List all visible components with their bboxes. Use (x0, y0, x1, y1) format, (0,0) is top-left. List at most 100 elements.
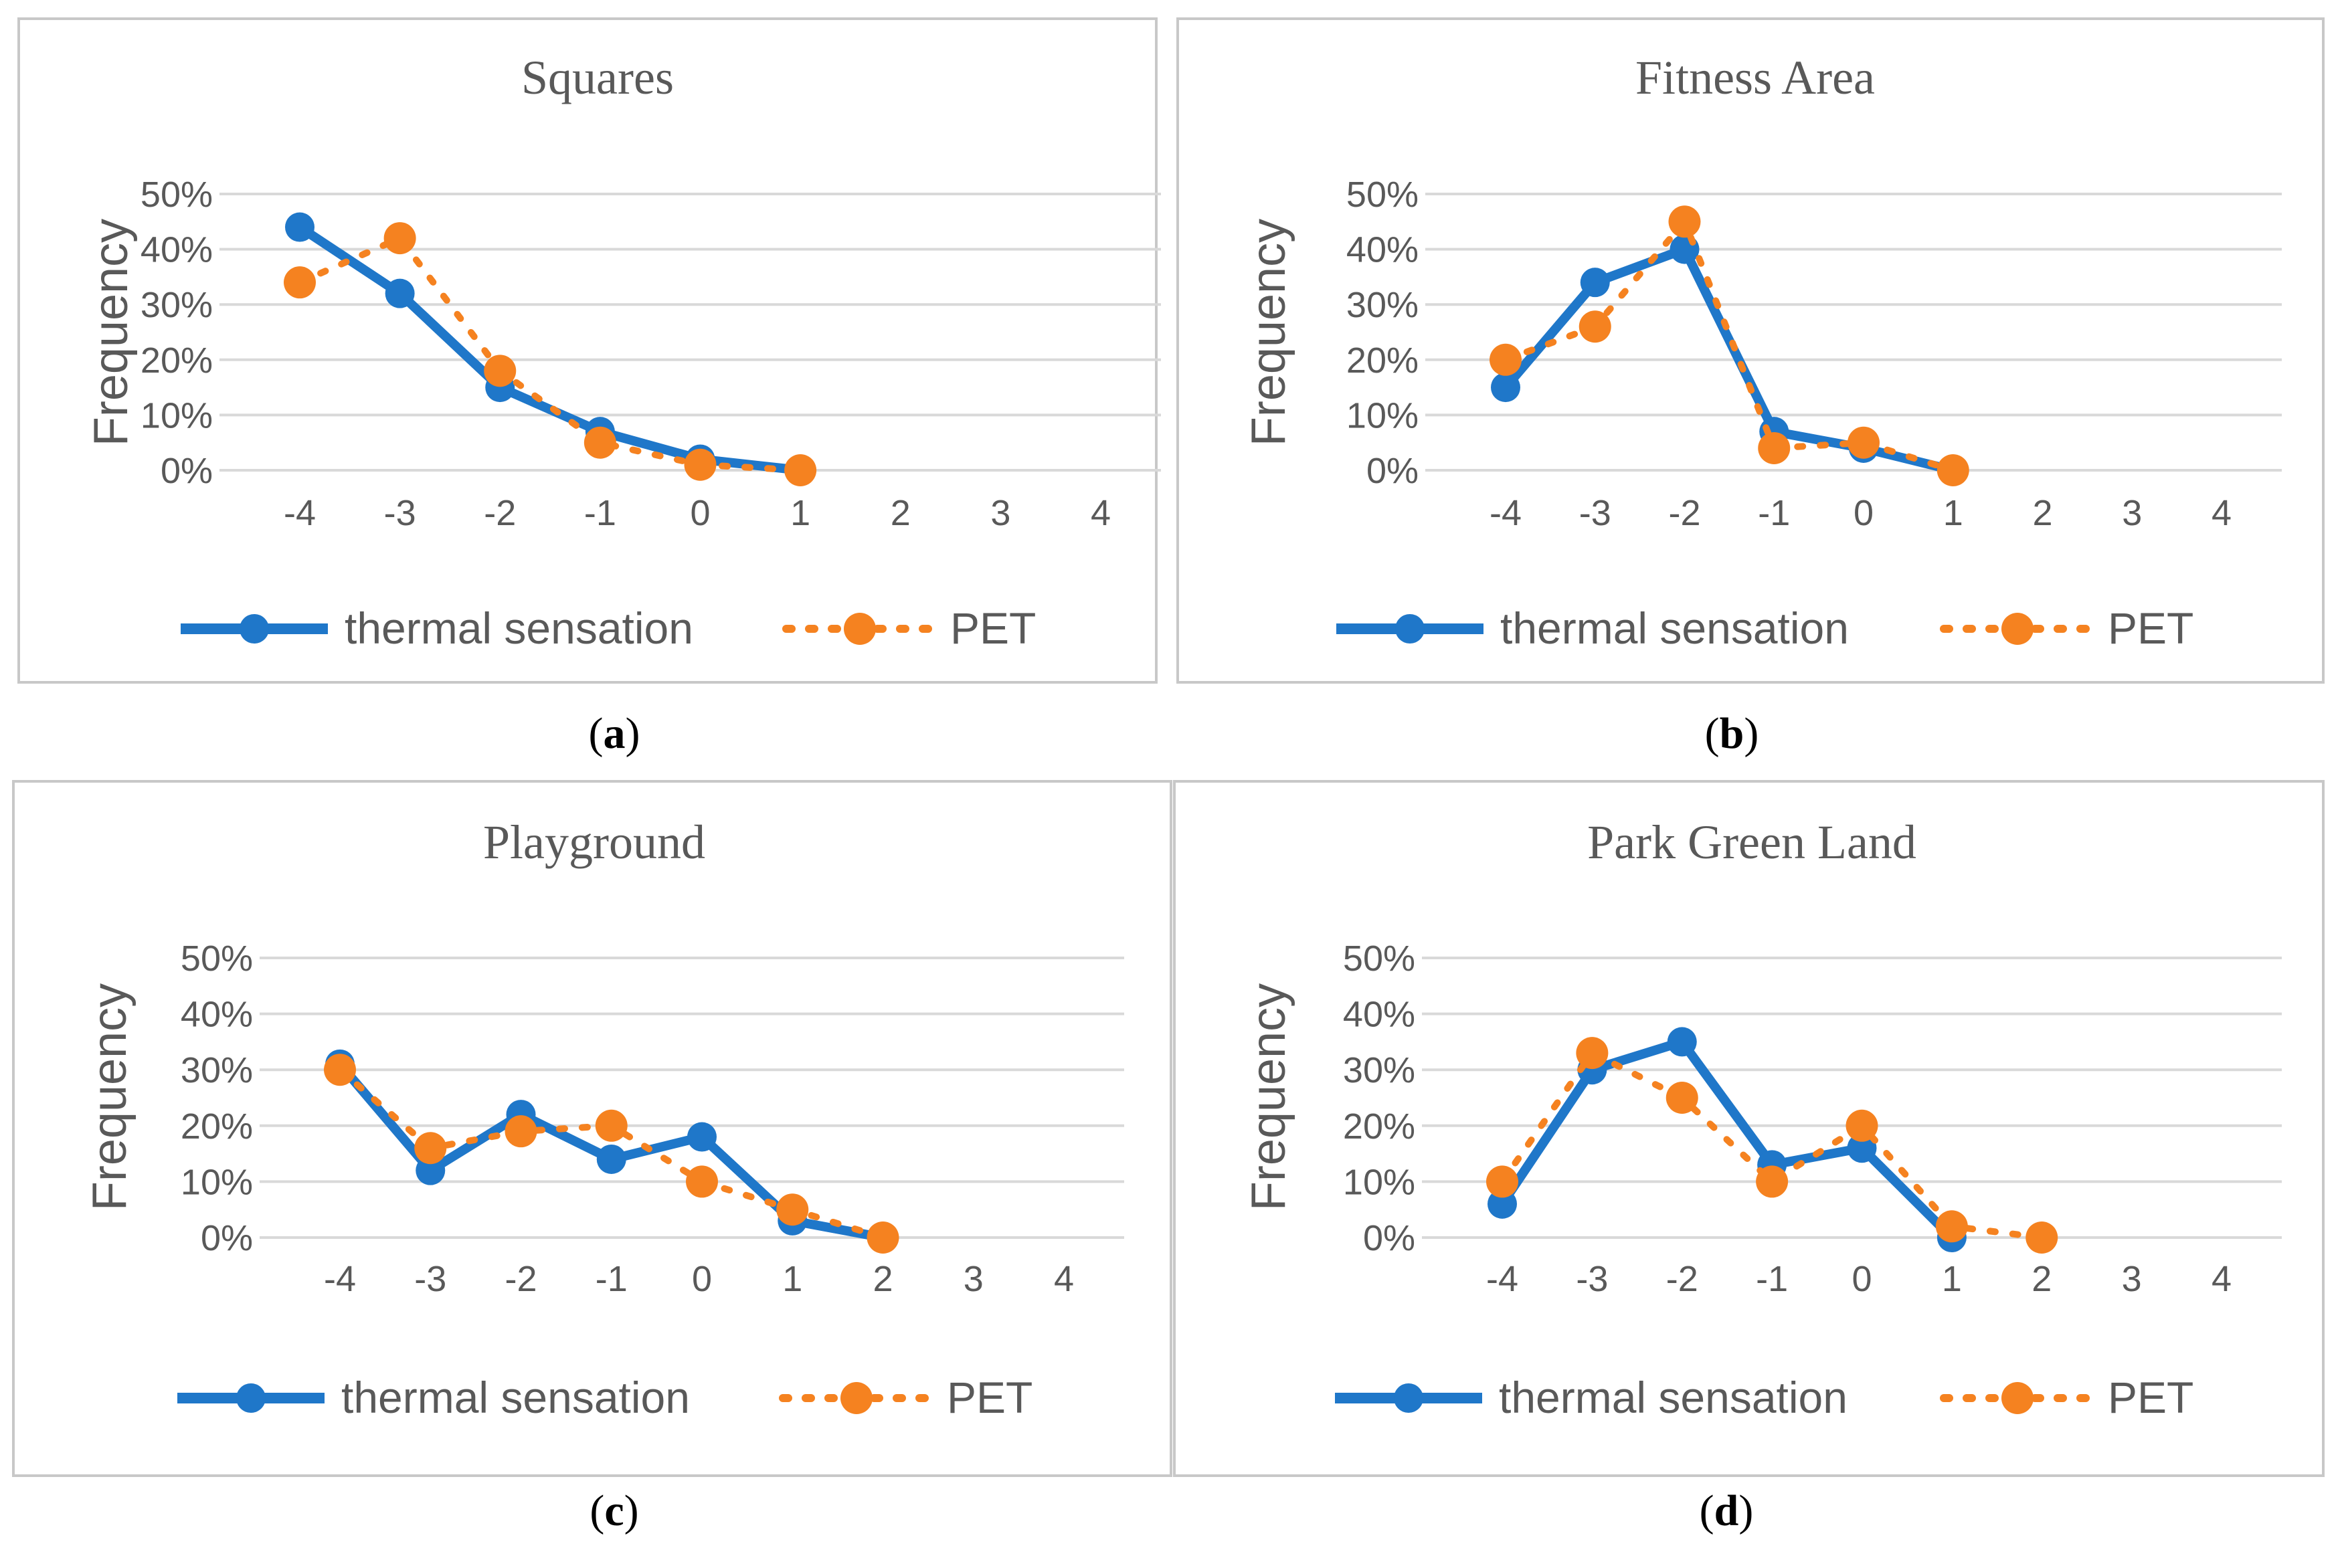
chart-title: Fitness Area (1635, 51, 1875, 104)
legend-marker (236, 1383, 266, 1413)
series-line-thermal-sensation (297, 223, 801, 475)
x-tick-label: -4 (1486, 1259, 1518, 1299)
series-line-thermal-sensation (1502, 244, 1955, 475)
y-tick-label: 40% (1343, 995, 1415, 1035)
x-tick-label: -4 (324, 1259, 356, 1299)
caption-letter: d (1714, 1486, 1739, 1535)
y-tick-label: 30% (181, 1050, 253, 1090)
y-tick-label: 10% (1343, 1162, 1415, 1202)
chart-panel-a: Squares Frequency 0% 10% 20% 30% 40% 50% -4 -3 -2 -… (17, 17, 1161, 684)
caption-open-paren: ( (590, 1486, 604, 1535)
data-point-thermal-sensation (385, 278, 415, 308)
y-axis-label: Frequency (83, 983, 137, 1211)
legend-label: PET (2108, 603, 2193, 653)
panel-frame (17, 17, 1158, 684)
y-tick-label: 20% (1346, 340, 1419, 381)
data-point-pet (684, 448, 717, 481)
legend-label: thermal sensation (341, 1373, 690, 1422)
data-point-pet (1936, 454, 1969, 486)
y-tick-label: 20% (181, 1106, 253, 1147)
y-tick-label: 50% (181, 939, 253, 979)
data-point-thermal-sensation (416, 1155, 446, 1185)
x-tick-label: -1 (1756, 1259, 1788, 1299)
data-point-pet (1665, 1082, 1698, 1114)
x-tick-label: 2 (891, 493, 911, 533)
y-tick-label: 50% (1343, 939, 1415, 979)
panel-frame (1173, 780, 2325, 1477)
caption-close-paren: ) (1744, 709, 1759, 758)
legend-item-pet: PET (1940, 603, 2193, 653)
x-tick-label: -2 (505, 1259, 537, 1299)
x-tick-label: 1 (790, 493, 810, 533)
y-tick-label: 0% (161, 451, 213, 491)
chart-title: Park Green Land (1587, 815, 1916, 869)
y-tick-label: 40% (181, 995, 253, 1035)
legend-marker (2001, 1382, 2034, 1414)
legend-marker (2001, 613, 2034, 645)
x-tick-label: 3 (2122, 1259, 2142, 1299)
data-point-pet (1756, 1165, 1789, 1198)
y-tick-label: 0% (1363, 1218, 1415, 1258)
data-point-pet (867, 1221, 899, 1254)
panel-caption: (b) (1705, 709, 1759, 758)
data-point-pet (1935, 1210, 1968, 1243)
x-tick-label: 3 (2122, 493, 2142, 533)
y-axis-label: Frequency (1242, 983, 1295, 1211)
legend-item-pet: PET (782, 603, 1036, 653)
panel-caption: (a) (589, 709, 640, 758)
x-tick-label: 4 (2212, 493, 2232, 533)
x-tick-label: 2 (873, 1259, 893, 1299)
x-tick-label: 0 (692, 1259, 712, 1299)
data-point-pet (1579, 310, 1611, 343)
series-line-thermal-sensation (1498, 1037, 1955, 1241)
chart-panel-c: Playground Frequency 0% 10% 20% 30% 40% 50% -4 -3… (12, 780, 1172, 1477)
legend-label: PET (947, 1373, 1032, 1422)
data-point-thermal-sensation (1847, 1133, 1877, 1163)
panel-caption: (d) (1700, 1486, 1754, 1535)
y-tick-label: 50% (141, 175, 213, 215)
legend-label: thermal sensation (345, 603, 693, 653)
x-tick-label: 0 (1852, 1259, 1872, 1299)
data-point-pet (414, 1132, 447, 1165)
data-point-pet (784, 454, 817, 486)
data-point-thermal-sensation (687, 1122, 717, 1152)
x-tick-label: -3 (384, 493, 416, 533)
x-tick-label: -3 (414, 1259, 446, 1299)
data-point-pet (776, 1193, 809, 1226)
data-point-pet (583, 426, 616, 459)
data-point-pet (1490, 343, 1522, 376)
y-tick-label: 30% (1346, 285, 1419, 325)
x-tick-label: -4 (1490, 493, 1522, 533)
y-tick-label: 30% (141, 285, 213, 325)
y-tick-label: 20% (141, 340, 213, 381)
chart-title: Squares (521, 51, 674, 104)
legend-label: thermal sensation (1499, 1373, 1848, 1422)
data-point-pet (505, 1115, 537, 1148)
data-point-pet (2025, 1221, 2058, 1254)
legend-item-thermal-sensation: thermal sensation (1335, 1373, 1848, 1422)
data-point-pet (686, 1165, 718, 1198)
data-point-pet (324, 1054, 356, 1086)
x-tick-label: -1 (596, 1259, 628, 1299)
y-tick-label: 0% (201, 1218, 253, 1258)
data-point-pet (1848, 426, 1880, 459)
data-point-pet (284, 266, 316, 299)
x-tick-label: 1 (1943, 493, 1963, 533)
caption-letter: b (1720, 709, 1744, 758)
y-tick-label: 10% (181, 1162, 253, 1202)
y-tick-label: 20% (1343, 1106, 1415, 1147)
x-tick-label: -4 (284, 493, 316, 533)
x-tick-label: -1 (1758, 493, 1790, 533)
y-tick-label: 30% (1343, 1050, 1415, 1090)
series-line-pet (296, 235, 804, 474)
x-tick-label: -1 (584, 493, 616, 533)
legend-item-thermal-sensation: thermal sensation (181, 603, 693, 653)
x-tick-label: -2 (1666, 1259, 1698, 1299)
data-point-pet (1845, 1109, 1878, 1142)
legend-label: PET (2108, 1373, 2193, 1422)
data-point-thermal-sensation (1580, 268, 1610, 298)
caption-close-paren: ) (624, 1486, 639, 1535)
caption-close-paren: ) (626, 709, 640, 758)
y-tick-label: 10% (141, 395, 213, 435)
data-point-thermal-sensation (1488, 1189, 1517, 1219)
